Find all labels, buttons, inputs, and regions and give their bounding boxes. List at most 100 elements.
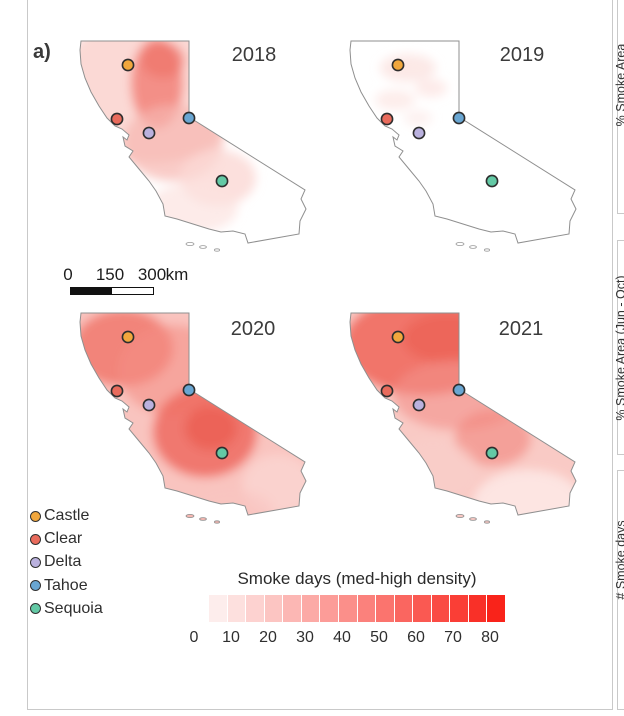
site-marker-castle	[121, 58, 135, 72]
site-marker-sequoia	[485, 174, 499, 188]
site-marker-delta	[412, 126, 426, 140]
legend-dot-delta	[30, 556, 41, 568]
smoke-blob	[455, 410, 531, 466]
legend-item-sequoia: Sequoia	[30, 598, 103, 620]
smoke-blob	[193, 490, 273, 515]
colorbar-swatches	[209, 595, 505, 622]
colorbar-tick-label: 40	[333, 629, 351, 646]
site-marker-castle	[391, 58, 405, 72]
smoke-blob	[380, 54, 436, 82]
channel-islands	[455, 513, 490, 524]
panel-label: a)	[33, 41, 51, 63]
colorbar-ticks: 0 10 20 30 40 50 60 70 80	[190, 629, 505, 647]
legend-item-castle: Castle	[30, 505, 103, 527]
legend-dot-sequoia	[30, 603, 41, 615]
colorbar-cell	[246, 595, 264, 622]
colorbar-cell	[338, 595, 357, 622]
site-markers-2018	[110, 58, 229, 188]
colorbar-cell	[450, 595, 468, 622]
colorbar-cell	[283, 595, 301, 622]
side-panel-smoke-area	[617, 0, 624, 214]
colorbar-cell	[413, 595, 431, 622]
colorbar-tick-label: 80	[481, 629, 499, 646]
colorbar-title: Smoke days (med-high density)	[237, 569, 477, 588]
scale-bar-rule	[70, 287, 154, 295]
site-marker-sequoia	[485, 446, 499, 460]
channel-islands	[185, 241, 220, 252]
legend-label-clear: Clear	[44, 530, 83, 548]
site-marker-clear	[110, 384, 124, 398]
smoke-blob	[141, 42, 185, 78]
scale-bar-tick-300: 300	[137, 265, 167, 284]
site-marker-delta	[412, 398, 426, 412]
legend-item-tahoe: Tahoe	[30, 575, 103, 597]
legend-label-sequoia: Sequoia	[44, 599, 103, 617]
colorbar-cell	[264, 595, 283, 622]
channel-islands	[185, 513, 220, 524]
site-marker-tahoe	[182, 383, 196, 397]
map-2019	[349, 40, 577, 252]
legend-label-castle: Castle	[44, 507, 90, 524]
legend-item-delta: Delta	[30, 551, 103, 573]
site-marker-tahoe	[452, 383, 466, 397]
channel-islands	[455, 241, 490, 252]
site-marker-tahoe	[452, 111, 466, 125]
scale-bar-segment-filled	[71, 288, 112, 294]
legend-dot-tahoe	[30, 580, 41, 592]
colorbar-cell	[394, 595, 413, 622]
colorbar-tick-label: 0	[189, 629, 199, 646]
map-2021	[349, 312, 577, 524]
colorbar-cell	[431, 595, 450, 622]
legend-dot-castle	[30, 510, 41, 522]
site-marker-tahoe	[182, 111, 196, 125]
scale-bar-tick-0: 0	[63, 265, 73, 284]
legend-label-delta: Delta	[44, 553, 82, 571]
smoke-blob	[415, 79, 447, 97]
smoke-blob	[404, 110, 432, 126]
scale-bar-tick-150: 150	[95, 265, 125, 284]
scale-bar-segment-empty	[112, 288, 153, 294]
colorbar-tick-label: 60	[407, 629, 425, 646]
site-markers-2020	[110, 330, 229, 460]
scale-bar-unit: km	[165, 265, 189, 284]
site-marker-sequoia	[215, 174, 229, 188]
side-panel-ylabel-smoke-area-jun-oct: % Smoke Area (Jun - Oct)	[614, 275, 624, 421]
site-marker-castle	[121, 330, 135, 344]
site-markers-2021	[380, 330, 499, 460]
colorbar-cell	[209, 595, 227, 622]
colorbar-cell	[357, 595, 376, 622]
colorbar-tick-label: 30	[296, 629, 314, 646]
site-marker-clear	[110, 112, 124, 126]
colorbar-tick-label: 20	[259, 629, 277, 646]
legend-dot-clear	[30, 533, 41, 545]
side-panel-smoke-days	[617, 470, 624, 710]
colorbar-tick-label: 10	[222, 629, 240, 646]
legend-item-clear: Clear	[30, 528, 103, 550]
site-marker-sequoia	[215, 446, 229, 460]
side-panel-smoke-area-jun-oct	[617, 240, 624, 455]
smoke-blob	[388, 440, 478, 500]
legend-label-tahoe: Tahoe	[44, 576, 88, 594]
colorbar-cell	[301, 595, 320, 622]
smoke-blob	[185, 406, 237, 450]
colorbar-tick-label: 70	[444, 629, 462, 646]
colorbar-cell	[320, 595, 338, 622]
site-marker-delta	[142, 398, 156, 412]
smoke-density-layer-2018	[80, 41, 256, 233]
colorbar-cell	[487, 595, 505, 622]
scale-bar: 0 150 300 km	[60, 265, 210, 299]
colorbar-cell	[468, 595, 487, 622]
smoke-blob	[148, 183, 238, 233]
smoke-blob	[473, 470, 576, 515]
site-marker-delta	[142, 126, 156, 140]
colorbar-tick-label: 50	[370, 629, 388, 646]
site-marker-clear	[380, 384, 394, 398]
side-panel-ylabel-smoke-area: % Smoke Area	[614, 43, 624, 127]
side-panel-ylabel-smoke-days: # Smoke days	[614, 520, 624, 600]
colorbar-cell	[376, 595, 394, 622]
site-markers-2019	[380, 58, 499, 188]
site-legend: Castle Clear Delta Tahoe Sequoia	[30, 505, 103, 621]
year-label-2020: 2020	[231, 318, 276, 340]
